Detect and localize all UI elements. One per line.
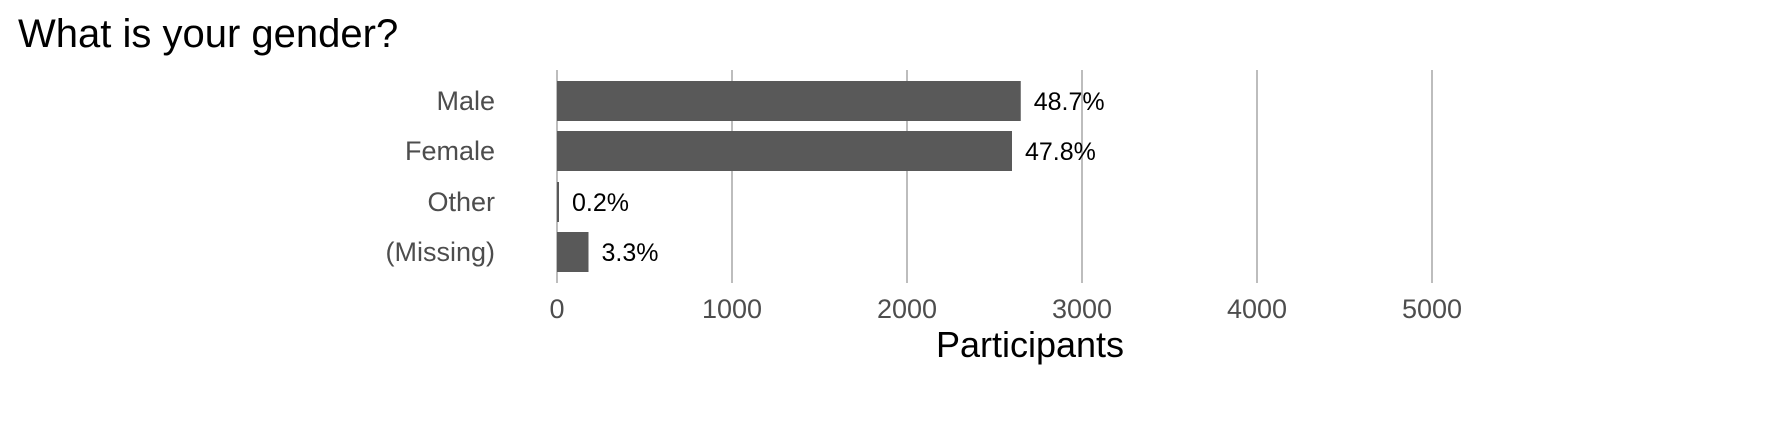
bars: [557, 81, 1021, 272]
x-tick-labels: 0 1000 2000 3000 4000 5000: [549, 294, 1462, 324]
bar-male: [557, 81, 1021, 121]
category-labels: Male Female Other (Missing): [385, 86, 495, 267]
data-label-male: 48.7%: [1034, 88, 1105, 116]
x-tick-label-4000: 4000: [1227, 294, 1287, 324]
category-label-male: Male: [436, 86, 495, 116]
category-label-missing: (Missing): [385, 237, 495, 267]
data-label-female: 47.8%: [1025, 138, 1096, 166]
x-tick-label-2000: 2000: [877, 294, 937, 324]
data-label-other: 0.2%: [572, 189, 629, 217]
data-labels: 48.7% 47.8% 0.2% 3.3%: [572, 88, 1105, 267]
bar-missing: [557, 232, 589, 272]
category-label-other: Other: [427, 187, 495, 217]
data-label-missing: 3.3%: [602, 239, 659, 267]
bar-female: [557, 131, 1012, 171]
x-tick-label-3000: 3000: [1052, 294, 1112, 324]
bar-other: [557, 182, 559, 222]
x-tick-label-1000: 1000: [702, 294, 762, 324]
x-tick-label-0: 0: [549, 294, 564, 324]
chart-title: What is your gender?: [18, 12, 398, 56]
x-tick-label-5000: 5000: [1402, 294, 1462, 324]
x-axis-label: Participants: [936, 324, 1124, 365]
category-label-female: Female: [405, 136, 495, 166]
